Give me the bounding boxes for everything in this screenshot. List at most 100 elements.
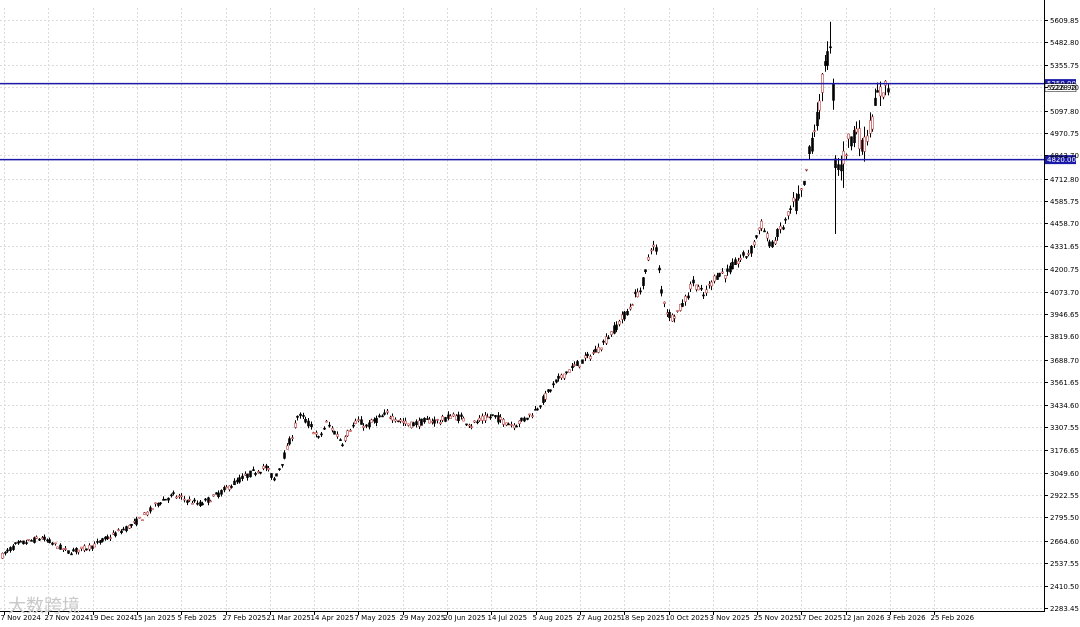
candle-up	[787, 211, 790, 216]
x-tick-label: 19 Dec 2024	[90, 614, 135, 622]
candle-up	[146, 511, 149, 516]
candle-up	[178, 495, 181, 498]
y-tick-label: 3819.60	[1050, 333, 1079, 341]
x-tick-label: 14 Apr 2025	[311, 614, 354, 622]
candle-down	[125, 526, 128, 532]
candle-down	[12, 545, 15, 550]
candle-down	[507, 423, 510, 426]
candle-down	[4, 551, 7, 554]
y-tick-label: 4331.65	[1050, 243, 1079, 251]
candle-down	[476, 421, 479, 424]
candle-down	[204, 498, 207, 501]
candle-up	[180, 495, 183, 498]
candle-down	[320, 433, 323, 436]
candle-down	[811, 137, 814, 152]
x-tick-label: 15 Jan 2025	[134, 614, 176, 622]
x-tick-label: 7 May 2025	[355, 614, 396, 622]
candle-down	[539, 405, 542, 408]
y-tick-label: 4843.70	[1050, 152, 1079, 160]
candle-down	[876, 90, 879, 93]
candle-down	[104, 536, 107, 540]
candle-up	[592, 352, 595, 354]
candle-up	[629, 306, 632, 310]
candle-down	[339, 439, 342, 441]
candle-down	[85, 548, 88, 551]
candle-up	[404, 420, 407, 425]
candle-down	[273, 478, 276, 481]
candle-down	[96, 541, 99, 543]
candle-down	[233, 480, 236, 486]
candle-down	[874, 97, 877, 106]
y-tick-label: 4200.75	[1050, 266, 1079, 274]
x-tick-label: 3 Feb 2026	[887, 614, 927, 622]
y-tick-label: 5609.85	[1050, 17, 1079, 25]
candle-up	[117, 529, 120, 531]
candle-up	[842, 150, 845, 165]
candle-up	[863, 136, 866, 152]
candle-down	[270, 473, 273, 478]
candle-down	[816, 111, 819, 127]
candle-up	[618, 321, 621, 325]
candle-down	[164, 498, 167, 501]
y-tick-label: 4073.70	[1050, 289, 1079, 297]
candle-up	[188, 499, 191, 501]
x-tick-label: 27 Aug 2025	[577, 614, 622, 622]
candle-up	[739, 257, 742, 261]
candle-up	[141, 519, 144, 522]
candle-down	[457, 414, 460, 421]
candle-up	[855, 128, 858, 133]
candle-down	[718, 272, 721, 277]
candle-up	[436, 419, 439, 421]
candle-down	[375, 417, 378, 423]
candle-down	[241, 475, 244, 479]
candle-down	[72, 549, 75, 552]
candle-up	[679, 303, 682, 311]
candle-up	[286, 445, 289, 450]
candle-down	[196, 502, 199, 505]
candle-down	[536, 408, 539, 411]
candle-down	[67, 550, 70, 554]
candle-up	[262, 465, 265, 469]
candle-up	[792, 197, 795, 202]
candle-down	[731, 261, 734, 270]
candle-down	[383, 412, 386, 415]
candle-down	[581, 359, 584, 364]
candle-up	[143, 512, 146, 515]
candle-up	[336, 434, 339, 437]
candle-up	[518, 420, 521, 424]
candle-down	[795, 198, 798, 211]
grid-lines	[0, 8, 1044, 611]
candle-up	[845, 154, 848, 157]
candle-up	[452, 413, 455, 417]
candle-down	[99, 540, 102, 543]
candle-down	[832, 83, 835, 101]
x-tick-label: 12 Jan 2026	[843, 614, 886, 622]
candle-down	[317, 436, 320, 438]
candle-down	[658, 267, 661, 271]
candle-down	[702, 294, 705, 297]
candle-down	[254, 473, 257, 475]
candle-down	[557, 375, 560, 379]
candle-down	[745, 256, 748, 258]
x-tick-label: 29 May 2025	[400, 614, 446, 622]
candle-up	[83, 545, 86, 551]
x-tick-label: 10 Oct 2025	[666, 614, 709, 622]
candle-up	[267, 468, 270, 470]
candle-down	[607, 337, 610, 340]
candle-down	[412, 422, 415, 427]
candle-down	[149, 507, 152, 512]
candle-up	[766, 233, 769, 239]
candle-up	[573, 364, 576, 366]
candle-down	[199, 501, 202, 507]
x-tick-label: 27 Nov 2024	[45, 614, 90, 622]
y-tick-label: 2664.60	[1050, 538, 1079, 546]
y-tick-label: 3688.70	[1050, 357, 1079, 365]
candle-up	[568, 369, 571, 373]
candle-up	[470, 426, 473, 428]
candle-up	[597, 347, 600, 353]
candle-down	[526, 417, 529, 420]
candle-up	[713, 275, 716, 282]
candle-down	[159, 502, 162, 505]
candle-down	[576, 361, 579, 366]
candle-down	[887, 88, 890, 93]
